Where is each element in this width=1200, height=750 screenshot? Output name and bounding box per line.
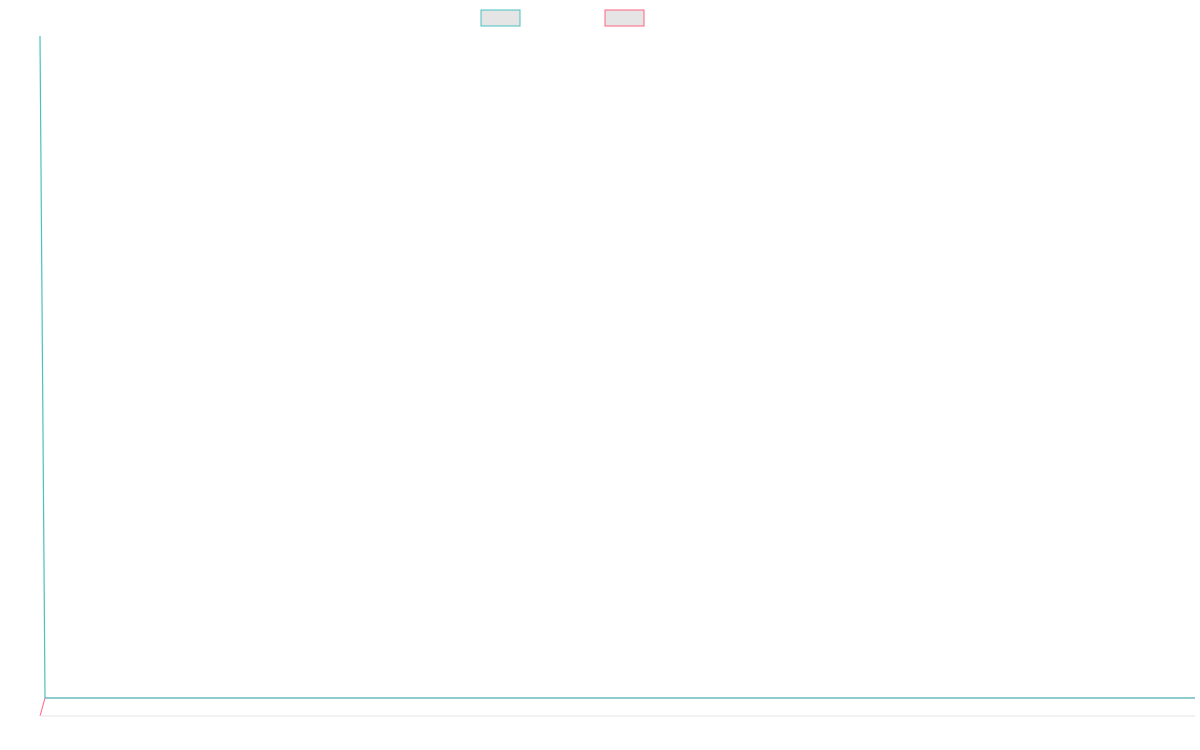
legend-item-2[interactable] [604,9,645,27]
y-axis-line [39,35,46,699]
floor-left-edge [39,697,46,717]
legend-item-1[interactable] [480,9,521,27]
legend-swatch-2 [604,9,645,27]
legend [480,9,645,27]
legend-swatch-1 [480,9,521,27]
axes [39,35,1195,717]
